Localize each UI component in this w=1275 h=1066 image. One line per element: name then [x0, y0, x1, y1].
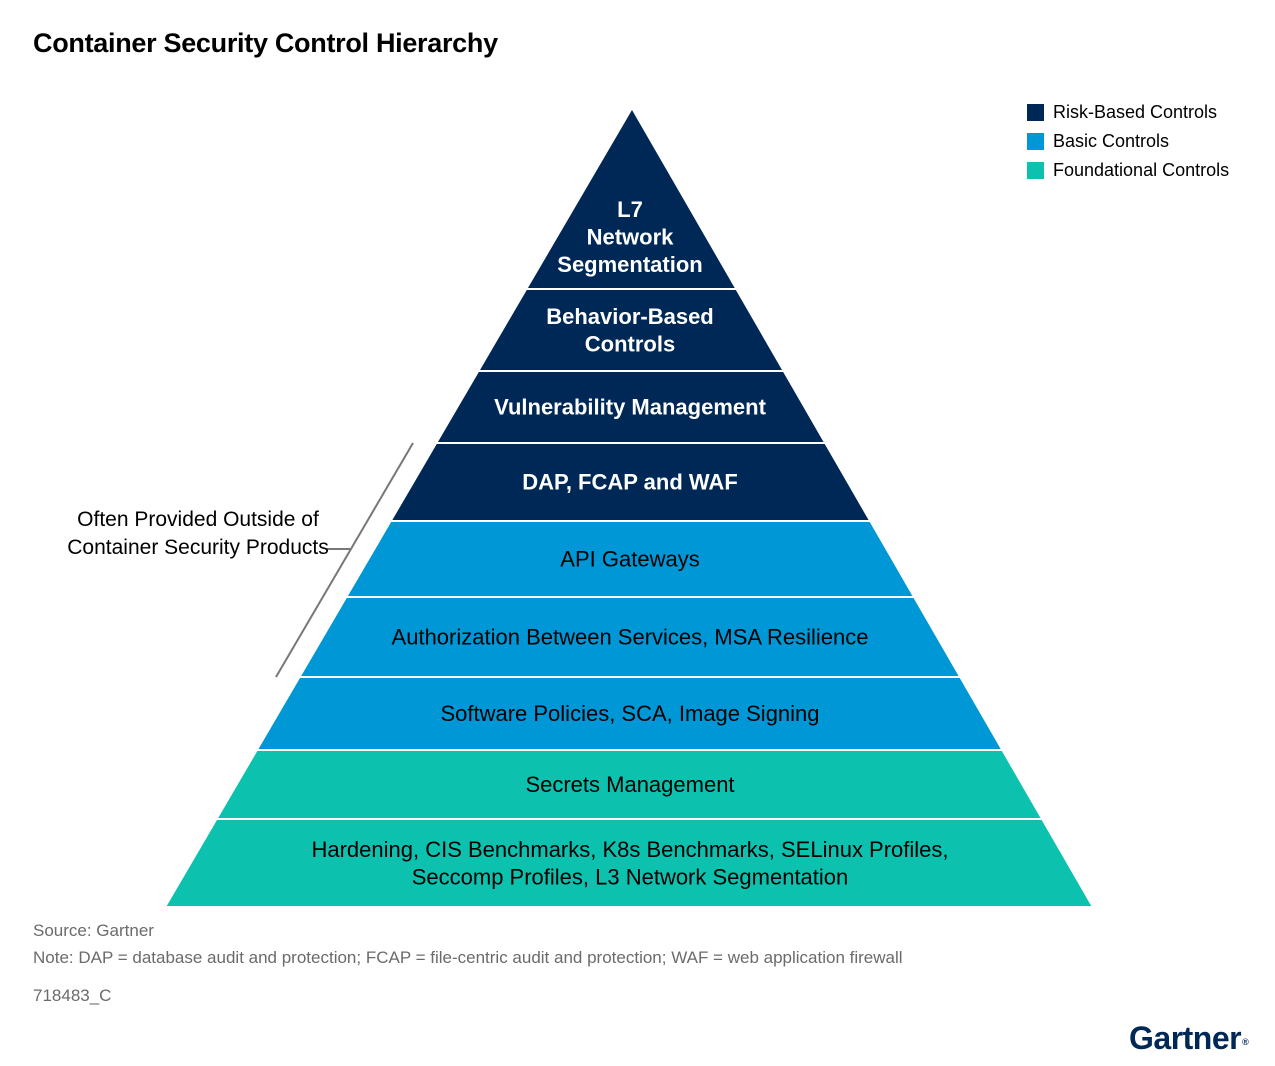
source-text: Source: Gartner: [33, 921, 154, 940]
legend-swatch: [1027, 104, 1044, 121]
side-note: Often Provided Outside of Container Secu…: [67, 508, 329, 559]
legend-label: Foundational Controls: [1053, 160, 1230, 180]
legend-item-risk-based: Risk-Based Controls: [1027, 98, 1229, 127]
pyramid-layer: Secrets Management: [214, 749, 1044, 820]
brand-name: Gartner: [1129, 1020, 1242, 1056]
pyramid-layer-label: DAP, FCAP and WAF: [522, 470, 738, 495]
legend-item-foundational: Foundational Controls: [1027, 156, 1229, 185]
pyramid-layer: DAP, FCAP and WAF: [388, 442, 873, 522]
legend-item-basic: Basic Controls: [1027, 127, 1229, 156]
gartner-logo: Gartner®: [1129, 1020, 1249, 1057]
pyramid-layer: Software Policies, SCA, Image Signing: [255, 676, 1005, 751]
pyramid-layer-label: API Gateways: [560, 547, 699, 572]
pyramid-layer-label: Vulnerability Management: [494, 395, 766, 420]
pyramid-layer-label: Controls: [585, 331, 675, 356]
pyramid-layer-label: Segmentation: [557, 252, 702, 277]
pyramid-layer: Authorization Between Services, MSA Resi…: [297, 596, 963, 678]
bracket-line: [275, 442, 414, 678]
legend-label: Basic Controls: [1053, 131, 1170, 151]
pyramid-layer-label: Software Policies, SCA, Image Signing: [440, 701, 819, 726]
pyramid-layer: Vulnerability Management: [434, 370, 828, 444]
pyramid-layer-label: Secrets Management: [525, 772, 734, 797]
brand-mark: ®: [1242, 1037, 1249, 1047]
page-title: Container Security Control Hierarchy: [33, 28, 498, 58]
legend-swatch: [1027, 162, 1044, 179]
footnote-text: Note: DAP = database audit and protectio…: [33, 948, 903, 967]
pyramid-layer-shape: [163, 818, 1095, 908]
pyramid-layer: Hardening, CIS Benchmarks, K8s Benchmark…: [163, 818, 1095, 908]
legend-label: Risk-Based Controls: [1053, 102, 1218, 122]
pyramid-layer-label: L7: [617, 197, 643, 222]
pyramid-layer: API Gateways: [344, 520, 916, 598]
legend: Risk-Based Controls Basic Controls Found…: [1027, 98, 1229, 185]
pyramid-layer-label: Network: [587, 225, 675, 250]
legend-swatch: [1027, 133, 1044, 150]
pyramid-layer-label: Authorization Between Services, MSA Resi…: [392, 625, 869, 650]
pyramid-layer-label: Behavior-Based: [546, 304, 714, 329]
document-id: 718483_C: [33, 986, 112, 1005]
pyramid-layer-label: Seccomp Profiles, L3 Network Segmentatio…: [412, 864, 849, 889]
pyramid-layer-shape: [476, 288, 786, 372]
pyramid-layer-label: Hardening, CIS Benchmarks, K8s Benchmark…: [311, 837, 948, 862]
